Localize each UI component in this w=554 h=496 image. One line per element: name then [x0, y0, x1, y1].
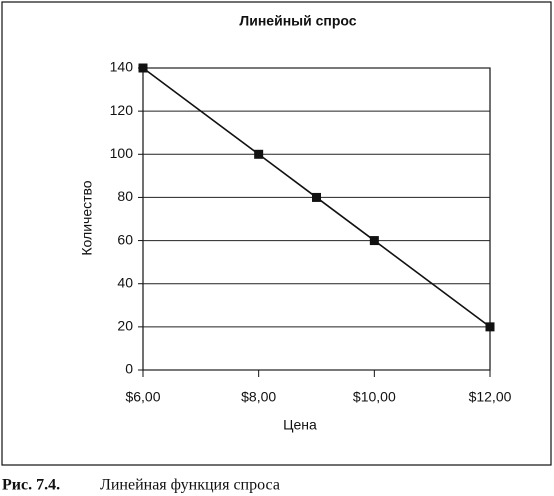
x-tick-label: $8,00 [241, 389, 276, 405]
caption-text: Линейная функция спроса [100, 477, 280, 494]
chart-frame [1, 1, 552, 466]
y-axis-label: Количество [79, 180, 95, 255]
y-tick-label: 120 [110, 102, 134, 118]
y-tick-label: 20 [117, 318, 133, 334]
x-axis-label: Цена [283, 417, 317, 433]
point-marker [485, 322, 495, 332]
y-tick-label: 60 [117, 231, 133, 247]
x-tick-label: $6,00 [125, 389, 160, 405]
y-tick-label: 80 [117, 188, 133, 204]
y-tick-label: 100 [110, 145, 134, 161]
x-tick-label: $10,00 [353, 389, 396, 405]
caption-label: Рис. 7.4. [2, 477, 60, 494]
point-marker [254, 149, 264, 159]
x-tick-label: $12,00 [469, 389, 512, 405]
y-tick-label: 0 [125, 361, 133, 377]
y-tick-label: 140 [110, 59, 134, 75]
chart-title: Линейный спрос [239, 13, 356, 29]
plot-area [142, 67, 491, 371]
y-tick-label: 40 [117, 274, 133, 290]
point-marker [312, 192, 321, 202]
point-marker [369, 236, 379, 246]
point-marker [138, 63, 148, 73]
